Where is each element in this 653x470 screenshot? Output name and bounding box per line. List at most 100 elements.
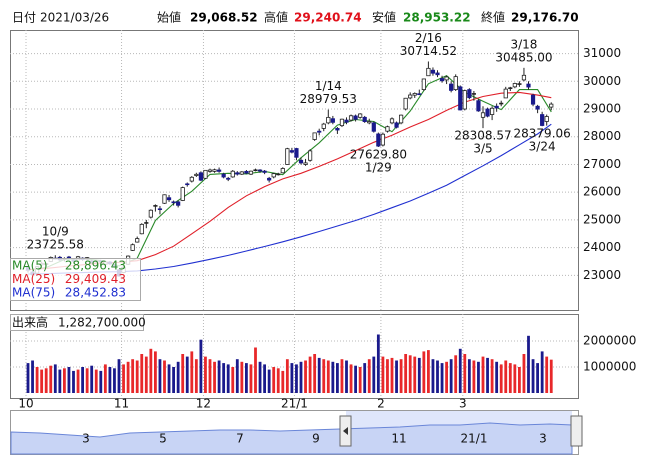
candle-body: [176, 201, 181, 206]
volume-bar: [390, 357, 394, 393]
candle-body: [280, 168, 285, 174]
annotation-value: 30714.52: [400, 44, 457, 58]
header-date: 2021/03/26: [40, 11, 109, 25]
candle-body: [185, 183, 190, 186]
x-tick-label: 11: [114, 397, 129, 411]
volume-bar: [213, 361, 216, 393]
candle-body: [503, 88, 508, 99]
candle-body: [216, 169, 222, 172]
candle-body: [289, 150, 295, 153]
candle-body: [344, 119, 349, 123]
volume-bar: [135, 360, 139, 393]
candle-body: [535, 105, 540, 110]
annotation-value: 30485.00: [495, 50, 552, 64]
y-tick-label: 24000: [583, 240, 621, 254]
volume-bar: [395, 360, 398, 393]
navigator-label: 3: [82, 432, 90, 446]
candle-body: [480, 112, 486, 118]
navigator: [10, 410, 583, 455]
volume-bar: [326, 360, 330, 393]
candle-body: [212, 169, 217, 172]
volume-bar: [345, 360, 348, 393]
annotation-value: 23725.58: [27, 238, 84, 252]
navigator-label: 5: [159, 432, 167, 446]
candle-body: [499, 102, 504, 105]
volume-bar: [427, 350, 430, 393]
candle-body: [130, 244, 135, 251]
volume-bar: [144, 356, 148, 393]
volume-bar: [449, 359, 453, 393]
annotation-value: 28308.57: [454, 129, 511, 143]
candle-body: [339, 118, 345, 127]
volume-bar: [481, 356, 485, 393]
candle-body: [321, 123, 326, 129]
volume-bar: [126, 361, 130, 393]
volume-bar: [258, 361, 262, 393]
volume-bar: [272, 367, 276, 393]
candle-body: [462, 90, 467, 110]
candle-body: [476, 100, 481, 112]
volume-bar: [486, 357, 489, 393]
candle-body: [444, 76, 449, 81]
candle-body: [157, 208, 163, 211]
candle-body: [371, 122, 376, 132]
candle-body: [294, 148, 299, 158]
candle-body: [298, 159, 304, 164]
volume-bar: [226, 364, 230, 393]
x-tick-label: 21/1: [281, 397, 308, 411]
candle-body: [385, 126, 390, 132]
candle-body: [194, 173, 199, 176]
volume-bar: [513, 364, 517, 393]
annotation-date: 10/9: [42, 225, 69, 239]
volume-bar: [458, 348, 462, 393]
volume-bar: [531, 359, 535, 393]
volume-bar: [504, 360, 508, 393]
volume-bar: [285, 359, 289, 393]
candle-body: [139, 223, 144, 235]
volume-bar: [63, 368, 66, 393]
x-tick-label: 12: [196, 397, 211, 411]
navigator-label: 3: [539, 432, 547, 446]
header-value: 29,068.52: [190, 11, 258, 25]
candle-body: [271, 173, 276, 178]
candle-body: [207, 169, 213, 172]
annotation-date: 3/18: [510, 37, 537, 51]
volume-bar: [263, 364, 266, 393]
volume-bar: [331, 361, 335, 393]
candle-body: [189, 176, 194, 182]
header-value: 28,953.22: [403, 11, 471, 25]
candle-body: [66, 256, 72, 259]
volume-bar: [176, 361, 180, 393]
candle-body: [276, 173, 281, 176]
candle-body: [235, 172, 240, 175]
volume-bar: [267, 369, 271, 393]
navigator-handle-right[interactable]: [570, 415, 583, 447]
volume-bar: [240, 361, 244, 393]
candle-body: [403, 97, 408, 110]
volume-bar: [431, 359, 435, 393]
volume-bar: [249, 364, 253, 393]
candle-body: [412, 93, 417, 96]
volume-bar: [49, 365, 53, 393]
navigator-label: 11: [391, 432, 406, 446]
volume-bar: [367, 359, 371, 393]
candle-body: [135, 238, 140, 243]
candle-body: [544, 116, 549, 122]
candle-body: [435, 72, 440, 76]
legend-name: MA(75): [12, 286, 55, 300]
legend-name: MA(5): [12, 259, 48, 273]
volume-bar: [295, 364, 298, 393]
candle-body: [540, 114, 545, 126]
candle-body: [253, 169, 258, 172]
volume-bar: [522, 354, 526, 393]
volume-bar: [477, 361, 480, 393]
volume-bar: [85, 368, 89, 393]
candle-body: [449, 83, 454, 91]
handle-arrow: [343, 427, 348, 435]
volume-bar: [463, 354, 467, 393]
volume-bar: [358, 367, 362, 393]
candle-body: [348, 115, 354, 121]
candle-body: [239, 171, 244, 175]
y-tick-label: 26000: [583, 185, 621, 199]
candle-body: [376, 133, 381, 147]
